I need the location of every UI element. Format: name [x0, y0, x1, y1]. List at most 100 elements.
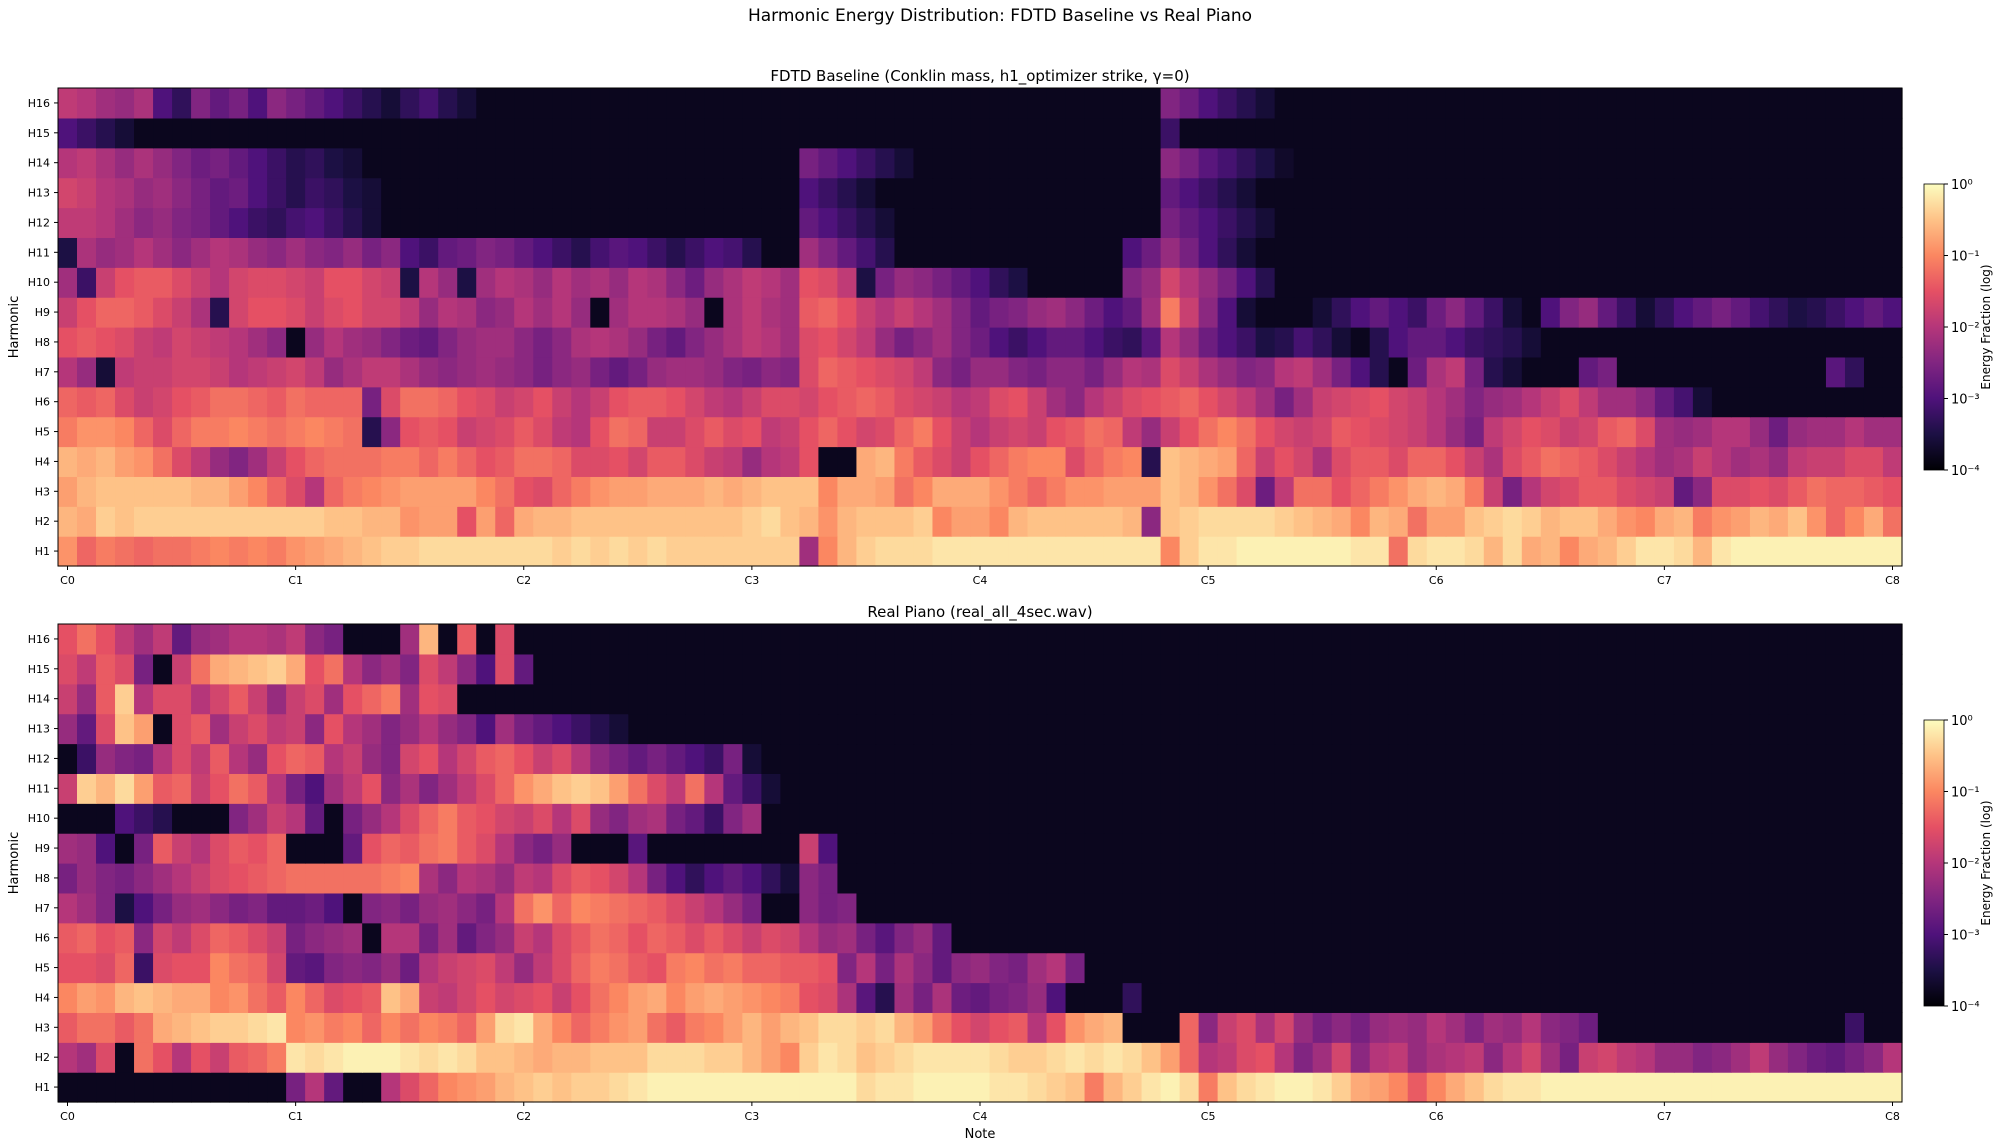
fdtd-cell-h7-n55	[1103, 356, 1124, 388]
fdtd-cell-h10-n64	[1274, 267, 1295, 298]
fdtd-cell-h9-n78	[1540, 297, 1561, 328]
fdtd-cell-h1-n20	[438, 536, 458, 567]
fdtd-cell-h10-n16	[362, 267, 382, 298]
fdtd-cell-h1-n23	[495, 536, 515, 567]
fdtd-cell-h1-n87	[1711, 536, 1732, 567]
fdtd-cell-h5-n57	[1141, 416, 1162, 448]
real-cell-h6-n58	[1160, 922, 1181, 954]
real-cell-h11-n37	[761, 773, 781, 804]
real-cell-h16-n1	[77, 624, 97, 655]
fdtd-cell-h6-n14	[324, 386, 344, 418]
real-cell-h13-n51	[1027, 713, 1048, 745]
fdtd-cell-h5-n53	[1065, 416, 1086, 448]
real-cell-h11-n1	[77, 773, 97, 804]
fdtd-cell-h1-n72	[1426, 536, 1447, 567]
real-cell-h4-n58	[1160, 982, 1181, 1013]
fdtd-cell-h6-n73	[1445, 386, 1466, 418]
fdtd-cell-h15-n91	[1787, 117, 1808, 149]
fdtd-cell-h3-n56	[1122, 476, 1143, 507]
real-cell-h3-n77	[1521, 1012, 1542, 1043]
real-cell-h4-n66	[1312, 982, 1333, 1013]
fdtd-cell-h8-n4	[134, 327, 154, 358]
fdtd-cell-h12-n66	[1312, 207, 1333, 238]
fdtd-cell-h1-n69	[1369, 536, 1390, 567]
fdtd-cell-h14-n24	[514, 147, 534, 179]
real-cell-h1-n83	[1635, 1072, 1656, 1103]
fdtd-cell-h15-n74	[1464, 117, 1485, 149]
fdtd-ytick-label: H4	[35, 455, 50, 468]
real-cell-h13-n50	[1008, 713, 1029, 745]
fdtd-cell-h1-n10	[248, 536, 268, 567]
fdtd-cell-h10-n87	[1711, 267, 1732, 298]
fdtd-cell-h8-n74	[1464, 327, 1485, 358]
real-cell-h16-n86	[1692, 624, 1713, 655]
fdtd-cell-h3-n11	[267, 476, 287, 507]
fdtd-cell-h2-n16	[362, 506, 382, 537]
fdtd-cell-h11-n71	[1407, 237, 1428, 268]
fdtd-cell-h14-n72	[1426, 147, 1447, 179]
real-cell-h6-n74	[1464, 922, 1485, 954]
fdtd-cell-h6-n75	[1483, 386, 1504, 418]
real-cell-h6-n72	[1426, 922, 1447, 954]
fdtd-cell-h5-n37	[761, 416, 781, 448]
fdtd-cell-h11-n76	[1502, 237, 1523, 268]
real-cell-h8-n54	[1084, 863, 1105, 894]
fdtd-cell-h1-n31	[647, 536, 667, 567]
fdtd-cell-h11-n84	[1654, 237, 1675, 268]
fdtd-cell-h10-n54	[1084, 267, 1105, 298]
fdtd-cell-h2-n15	[343, 506, 363, 537]
fdtd-cell-h13-n82	[1616, 177, 1637, 209]
fdtd-cell-h8-n7	[191, 327, 211, 358]
fdtd-cell-h6-n82	[1616, 386, 1637, 418]
fdtd-cell-h1-n52	[1046, 536, 1067, 567]
fdtd-cell-h1-n6	[172, 536, 192, 567]
real-cell-h14-n56	[1122, 683, 1143, 715]
fdtd-cell-h9-n76	[1502, 297, 1523, 328]
fdtd-cell-h14-n71	[1407, 147, 1428, 179]
real-cell-h9-n69	[1369, 833, 1390, 864]
fdtd-cell-h9-n35	[723, 297, 743, 328]
fdtd-cell-h2-n77	[1521, 506, 1542, 537]
real-cell-h12-n17	[381, 743, 401, 774]
fdtd-cell-h13-n37	[761, 177, 781, 209]
real-cell-h10-n34	[704, 803, 724, 834]
fdtd-cell-h3-n95	[1863, 476, 1884, 507]
fdtd-cell-h6-n74	[1464, 386, 1485, 418]
real-cell-h5-n9	[229, 952, 249, 984]
fdtd-cell-h7-n35	[723, 356, 743, 388]
fdtd-cell-h1-n53	[1065, 536, 1086, 567]
real-cell-h8-n31	[647, 863, 667, 894]
real-cell-h2-n42	[856, 1042, 877, 1073]
fdtd-cell-h3-n7	[191, 476, 211, 507]
real-cell-h16-n82	[1616, 624, 1637, 655]
fdtd-cell-h13-n90	[1768, 177, 1789, 209]
fdtd-cell-h12-n78	[1540, 207, 1561, 238]
fdtd-cell-h5-n60	[1198, 416, 1219, 448]
fdtd-cell-h6-n79	[1559, 386, 1580, 418]
real-cell-h3-n23	[495, 1012, 515, 1043]
real-cell-h16-n94	[1844, 624, 1865, 655]
real-cell-h9-n12	[286, 833, 306, 864]
fdtd-cell-h7-n95	[1863, 356, 1884, 388]
fdtd-cell-h4-n4	[134, 446, 154, 477]
fdtd-cell-h12-n93	[1825, 207, 1846, 238]
real-xtick-label: C5	[1201, 1110, 1216, 1123]
fdtd-cell-h6-n72	[1426, 386, 1447, 418]
fdtd-cell-h1-n2	[96, 536, 116, 567]
fdtd-cell-h6-n94	[1844, 386, 1865, 418]
real-cell-h12-n39	[799, 743, 820, 774]
fdtd-cell-h7-n52	[1046, 356, 1067, 388]
fdtd-cell-h14-n13	[305, 147, 325, 179]
fdtd-cell-h9-n94	[1844, 297, 1865, 328]
real-cell-h14-n84	[1654, 683, 1675, 715]
real-cell-h5-n78	[1540, 952, 1561, 984]
fdtd-cell-h2-n61	[1217, 506, 1238, 537]
real-cell-h7-n1	[77, 892, 97, 924]
fdtd-cell-h5-n69	[1369, 416, 1390, 448]
real-cell-h8-n36	[742, 863, 762, 894]
fdtd-cell-h12-n67	[1331, 207, 1352, 238]
fdtd-cell-h12-n53	[1065, 207, 1086, 238]
real-cell-h14-n5	[153, 683, 173, 715]
fdtd-cell-h14-n79	[1559, 147, 1580, 179]
real-cell-h13-n67	[1331, 713, 1352, 745]
